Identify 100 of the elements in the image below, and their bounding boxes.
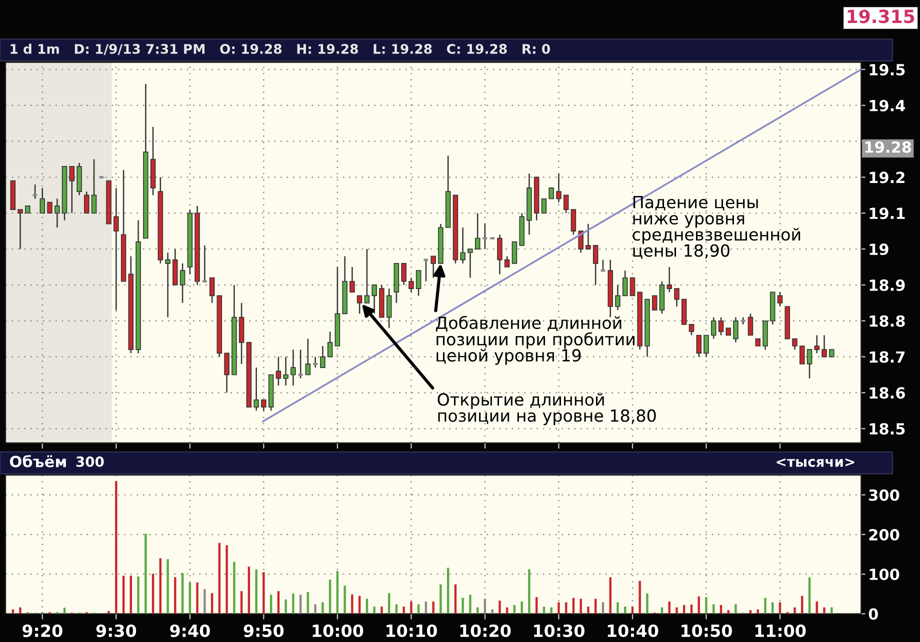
y-tick-label: 18.5: [870, 423, 905, 435]
candlestick: [696, 334, 702, 358]
bar: [491, 609, 494, 614]
bar: [794, 607, 796, 614]
candlestick: [512, 241, 518, 264]
bar: [388, 593, 390, 614]
candlestick: [630, 277, 636, 296]
bar: [152, 574, 154, 614]
candlestick: [556, 172, 562, 203]
candlestick: [305, 338, 311, 376]
text: 19.315: [848, 10, 914, 24]
candlestick: [748, 313, 754, 336]
candlestick: [18, 208, 23, 250]
bar: [292, 594, 294, 614]
candlestick: [32, 184, 38, 200]
candlestick: [91, 158, 97, 214]
x-tick-label: 9:20: [22, 624, 62, 638]
bar: [344, 586, 346, 614]
candlestick: [69, 166, 75, 214]
candlestick: [733, 316, 738, 344]
candlestick: [54, 198, 60, 228]
y-tick-label: 300: [869, 489, 900, 501]
candlestick: [592, 244, 598, 286]
bar: [498, 600, 501, 614]
candlestick: [652, 295, 658, 311]
bar: [196, 582, 198, 614]
candlestick: [814, 334, 820, 354]
x-tick-label: 10:30: [534, 624, 584, 638]
bar: [299, 594, 302, 614]
bar: [328, 580, 332, 614]
candlestick: [468, 248, 473, 278]
bar: [277, 591, 280, 614]
candlestick: [822, 334, 827, 358]
bar: [764, 598, 766, 614]
bar: [580, 598, 582, 614]
candlestick: [114, 187, 119, 311]
y-tick-label: 18.7: [870, 351, 905, 363]
bar: [314, 604, 316, 614]
candlestick: [799, 346, 805, 364]
y-tick-label: 100: [870, 568, 900, 580]
bar: [366, 598, 368, 614]
x-tick-label: 9:30: [96, 624, 136, 638]
bar: [484, 598, 486, 614]
bar: [115, 481, 118, 614]
x-tick-label: 10:20: [460, 624, 511, 638]
chart-subtitle: 1 d 1m D: 1/9/13 7:31 PM O: 19.28 H: 19.28 L: 19.28 C: 19.28 R: 0: [10, 44, 550, 55]
bar: [616, 602, 619, 614]
candlestick: [165, 252, 170, 318]
bar: [705, 597, 708, 614]
bar: [432, 601, 434, 614]
bar: [188, 582, 192, 614]
candlestick: [718, 316, 724, 336]
candlestick: [497, 234, 502, 275]
candlestick: [422, 258, 430, 282]
candlestick: [548, 188, 554, 200]
annotation: Открытие длинной позиции на уровне 18,80: [438, 392, 656, 426]
candlestick: [364, 248, 370, 304]
candlestick: [674, 288, 680, 308]
bar: [712, 604, 715, 614]
bar: [137, 576, 140, 614]
x-tick-label: 9:50: [244, 624, 284, 638]
bar: [174, 577, 176, 614]
candlestick: [416, 270, 422, 296]
bar: [535, 597, 538, 614]
candlestick: [372, 284, 377, 314]
x-tick-label: 11:00: [755, 624, 806, 638]
y-tick-label: 18.6: [870, 387, 905, 399]
bar: [373, 606, 376, 614]
candlestick: [401, 262, 406, 286]
candlestick: [224, 352, 230, 394]
bar: [417, 604, 420, 614]
bar: [181, 572, 184, 614]
bar: [594, 598, 597, 614]
y-tick-label: 18.9: [870, 279, 905, 291]
candlestick: [615, 284, 620, 311]
candlestick: [666, 266, 672, 293]
candlestick: [261, 399, 266, 412]
bar: [410, 601, 412, 614]
candlestick: [180, 262, 186, 304]
text: 19.28: [865, 141, 912, 153]
bar: [19, 607, 22, 614]
candlestick: [806, 348, 812, 379]
bar: [322, 602, 324, 614]
candlestick: [460, 226, 466, 264]
bar: [248, 566, 250, 614]
bar: [284, 599, 287, 614]
bar: [218, 542, 221, 614]
bar: [520, 601, 523, 614]
candlestick: [254, 366, 259, 412]
bar: [469, 594, 472, 614]
bar: [646, 594, 648, 614]
x-tick-label: 10:00: [312, 624, 364, 638]
candlestick: [622, 270, 628, 296]
bar: [823, 607, 826, 614]
chart-title: Объём: [10, 454, 66, 468]
bar: [734, 604, 737, 614]
bar: [159, 558, 162, 614]
bar: [130, 576, 132, 614]
bar: [255, 569, 258, 614]
candlestick: [586, 223, 591, 250]
